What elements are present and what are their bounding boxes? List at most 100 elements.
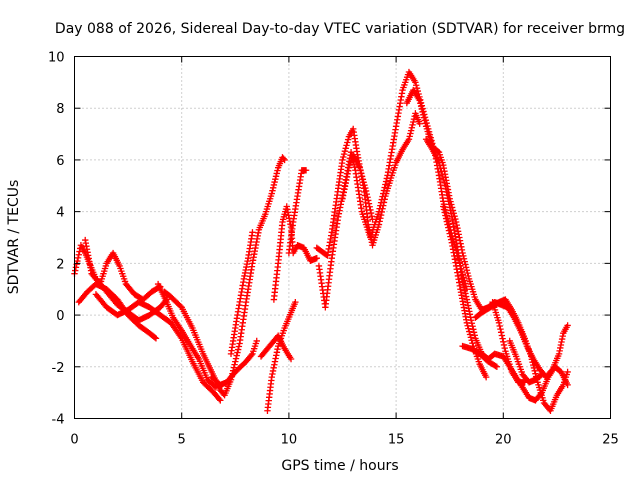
data-point — [274, 167, 281, 174]
data-point — [499, 335, 506, 342]
data-point — [272, 173, 280, 180]
data-point — [378, 196, 386, 203]
x-tick-label: 10 — [281, 433, 298, 448]
data-point — [492, 362, 499, 370]
data-point — [366, 203, 373, 210]
data-point — [442, 215, 450, 222]
series-track-8 — [227, 229, 256, 358]
data-point — [367, 209, 375, 217]
series-track-16 — [403, 86, 571, 381]
data-point — [368, 213, 376, 220]
data-point — [537, 372, 545, 379]
data-point — [341, 148, 349, 155]
data-point — [272, 175, 279, 183]
data-point — [75, 251, 82, 258]
data-point — [249, 229, 256, 236]
series-track-2 — [75, 280, 160, 342]
data-point — [466, 331, 474, 338]
data-point — [420, 114, 428, 121]
axis-ticks: 0 5 10 15 20 25 -4 -2 0 2 4 6 8 10 — [48, 51, 619, 448]
data-point — [362, 184, 369, 192]
data-point — [495, 319, 503, 327]
data-point — [417, 103, 425, 110]
data-point — [216, 395, 223, 403]
data-point — [442, 212, 449, 219]
data-point — [459, 278, 466, 285]
data-point — [416, 97, 423, 104]
series-track-19 — [459, 342, 501, 370]
y-tick-label: 2 — [56, 257, 64, 272]
data-point — [501, 344, 508, 352]
series-track-18 — [440, 203, 490, 381]
data-point — [465, 272, 472, 280]
data-point — [377, 202, 384, 209]
data-point — [500, 341, 508, 349]
data-point — [532, 370, 539, 377]
data-point — [359, 176, 367, 183]
grid-lines — [74, 56, 611, 419]
data-point — [462, 293, 470, 300]
data-point — [268, 190, 275, 197]
data-point — [383, 175, 391, 182]
series-track-1 — [71, 242, 170, 324]
data-point — [382, 178, 390, 185]
data-point — [443, 218, 451, 225]
data-point — [217, 397, 224, 404]
data-point — [407, 130, 414, 137]
data-point — [441, 209, 448, 216]
data-point — [343, 142, 350, 149]
data-point — [470, 329, 478, 336]
data-point — [527, 353, 535, 360]
y-tick-label: 0 — [56, 309, 64, 324]
data-point — [528, 356, 536, 363]
data-point — [344, 136, 352, 143]
data-point — [287, 355, 295, 363]
data-point — [413, 84, 421, 92]
data-point — [530, 361, 537, 369]
data-point — [421, 117, 428, 124]
data-point — [358, 170, 365, 177]
data-point — [467, 334, 475, 341]
data-point — [152, 335, 160, 342]
y-tick-label: 10 — [48, 51, 65, 66]
data-point — [342, 145, 349, 152]
data-point — [447, 233, 454, 240]
data-point — [439, 173, 447, 181]
series-track-3 — [82, 236, 164, 303]
data-point — [564, 322, 571, 329]
x-tick-label: 20 — [495, 433, 512, 448]
x-tick-label: 0 — [70, 433, 78, 448]
data-point — [380, 190, 387, 197]
x-tick-label: 5 — [178, 433, 186, 448]
data-point — [377, 199, 385, 206]
data-point — [407, 127, 415, 134]
data-point — [270, 181, 278, 189]
data-point — [358, 173, 366, 180]
data-point — [447, 236, 455, 243]
data-point — [441, 179, 448, 187]
data-point — [417, 100, 424, 107]
data-point — [440, 206, 448, 213]
data-point — [469, 339, 476, 347]
data-point — [466, 328, 473, 335]
y-tick-label: -4 — [52, 413, 65, 428]
data-point — [418, 105, 426, 113]
data-point — [437, 165, 444, 172]
data-point — [440, 203, 447, 210]
data-point — [231, 361, 238, 368]
data-point — [339, 156, 346, 164]
data-point — [408, 124, 416, 131]
data-point — [460, 284, 468, 291]
data-point — [340, 150, 348, 158]
data-point — [496, 322, 503, 330]
data-point — [376, 205, 383, 212]
x-tick-label: 25 — [602, 433, 619, 448]
data-point — [361, 181, 368, 189]
data-point — [416, 120, 423, 127]
data-point — [280, 155, 287, 162]
data-point — [500, 338, 507, 345]
data-point — [405, 136, 413, 143]
data-point — [538, 371, 546, 378]
data-point — [497, 325, 504, 333]
data-point — [468, 337, 475, 344]
